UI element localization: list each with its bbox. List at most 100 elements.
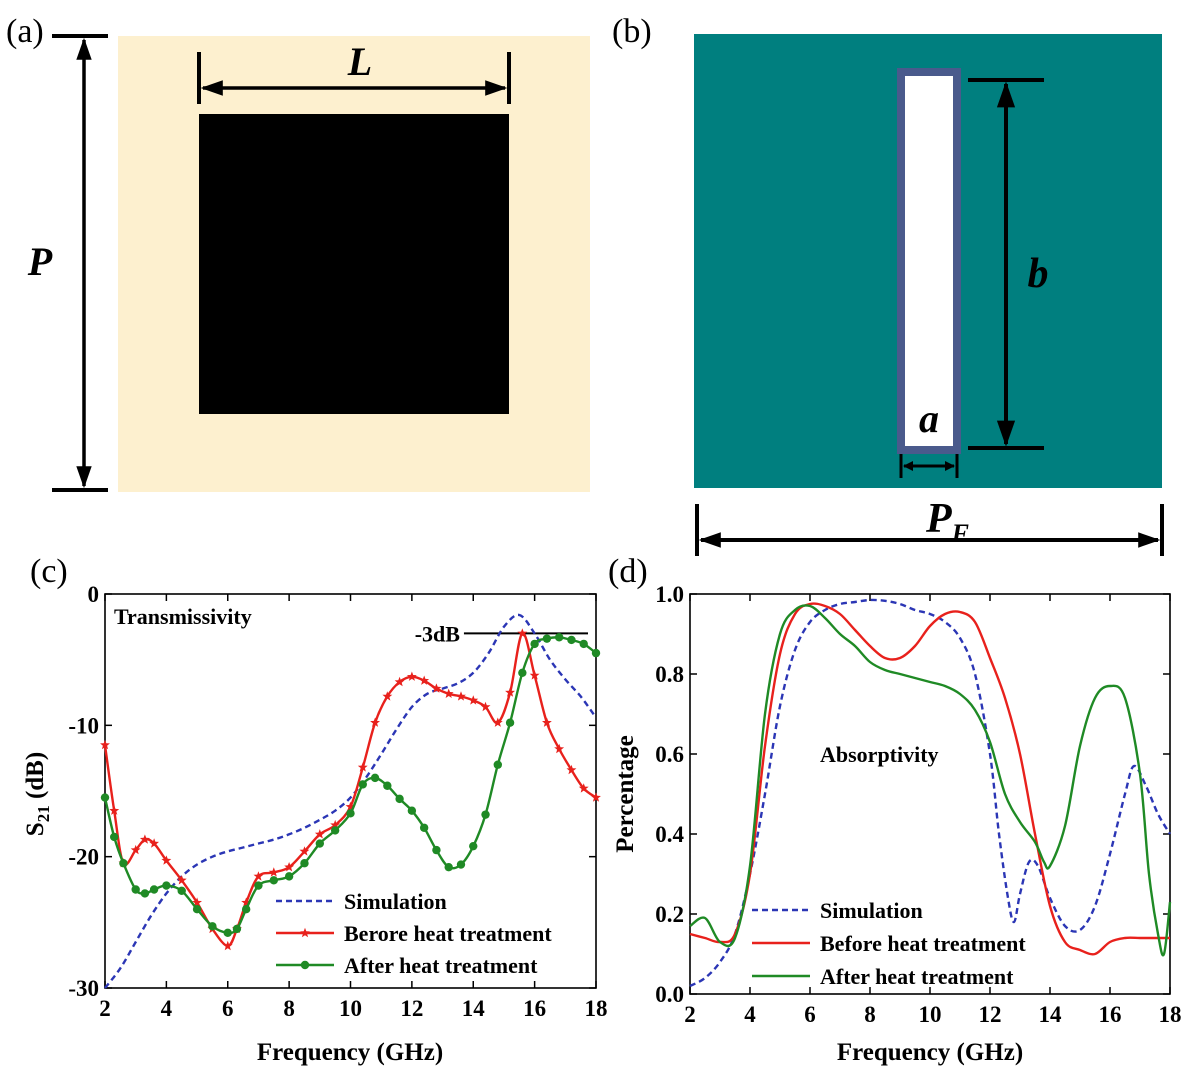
y-tick-label: -10: [68, 713, 99, 738]
y-tick-label: 0: [88, 582, 100, 607]
y-tick-label: 0.2: [655, 902, 684, 927]
chart-c-xlabel: Frequency (GHz): [257, 1039, 443, 1066]
series-point: [140, 889, 150, 898]
chart-c-ylabel-main: S: [22, 822, 49, 836]
series-point: [394, 676, 405, 687]
series-point: [542, 717, 552, 727]
dim-b-label: b: [1028, 251, 1049, 297]
panel-c-label: (c): [30, 553, 68, 590]
series-point: [591, 792, 601, 802]
panel-d: (d) Percentage Frequency (GHz) 2 4 6 8 10 12 1…: [608, 553, 1182, 1066]
series-point: [330, 826, 340, 835]
series-point: [100, 793, 110, 802]
legend-marker: [300, 960, 310, 970]
series-point: [315, 839, 325, 848]
series-point: [505, 718, 515, 727]
series-point: [192, 897, 202, 907]
panel-a-label: (a): [6, 13, 44, 50]
series-point: [109, 805, 120, 815]
series-point: [370, 717, 380, 727]
x-tick-label: 2: [684, 1002, 696, 1027]
series-point: [419, 675, 430, 685]
series-point: [149, 838, 159, 848]
series-point: [177, 886, 186, 896]
series-point: [517, 628, 528, 638]
series-point: [382, 691, 393, 701]
series-point: [130, 844, 141, 855]
series-point: [518, 668, 527, 677]
series-point: [162, 881, 171, 890]
panel-b-label: (b): [612, 13, 652, 50]
x-tick-label: 16: [523, 996, 546, 1021]
series-point: [314, 829, 325, 839]
dim-a-label: a: [919, 396, 939, 441]
series-point: [554, 743, 565, 754]
series-point: [493, 760, 502, 769]
x-tick-label: 6: [222, 996, 234, 1021]
series-point: [578, 783, 589, 793]
chart-c-frame: [104, 593, 597, 989]
series-point: [567, 635, 576, 645]
x-tick-label: 10: [919, 1002, 942, 1027]
series-point: [284, 872, 294, 881]
dim-l-label: L: [347, 39, 372, 84]
series-point: [529, 670, 540, 680]
x-tick-label: 18: [1159, 1002, 1182, 1027]
panel-c: (c) S21 (dB) Frequency (GHz) 2 4 6 8 10 12 14 1…: [22, 553, 608, 1066]
series-point: [119, 859, 128, 868]
x-tick-label: 12: [400, 996, 423, 1021]
series-point: [505, 687, 515, 697]
chart-c-ylabel: S21 (dB): [22, 752, 53, 836]
series-point: [406, 671, 417, 681]
series-line-0: [689, 598, 1172, 988]
x-tick-label: 10: [339, 996, 362, 1021]
series-line-0: [104, 613, 597, 989]
series-point: [254, 881, 263, 890]
series-point: [419, 823, 429, 832]
series-point: [358, 780, 367, 789]
series-point: [345, 801, 356, 811]
x-tick-label: 14: [1039, 1002, 1063, 1027]
series-point: [481, 810, 490, 819]
series-point: [110, 832, 119, 842]
x-tick-label: 12: [979, 1002, 1002, 1027]
legend-label: Berore heat treatment: [344, 921, 552, 946]
y-tick-label: 0.8: [655, 662, 684, 687]
series-point: [530, 639, 539, 649]
chart-c-plot: 2 4 6 8 10 12 14 16 18 0 -10 -20 -30 Transmissivity -3…: [68, 582, 607, 1021]
series-point: [299, 846, 310, 856]
x-tick-label: 8: [864, 1002, 876, 1027]
series-point: [395, 794, 404, 804]
series-point: [456, 860, 466, 869]
series-point: [208, 922, 217, 931]
series-point: [469, 841, 478, 851]
chart-d-plot: 2 4 6 8 10 12 14 16 18 0.0 0.2 0.4 0.6 0.8 1.0 Absorpti…: [655, 582, 1181, 1027]
fss-slot: [897, 68, 961, 454]
series-point: [268, 867, 279, 877]
series-point: [542, 634, 552, 643]
series-point: [232, 924, 242, 934]
series-point: [383, 781, 392, 790]
series-point: [554, 633, 564, 642]
series-point: [241, 897, 252, 907]
series-point: [456, 691, 466, 701]
chart-c-ylabel-sub: 21: [34, 805, 53, 822]
series-point: [492, 717, 503, 727]
series-point: [444, 862, 453, 872]
series-point: [139, 834, 150, 844]
series-point: [480, 701, 491, 712]
series-point: [161, 855, 172, 865]
series-point: [579, 639, 588, 649]
series-line-2: [689, 604, 1172, 957]
x-tick-label: 4: [161, 996, 173, 1021]
legend-label: After heat treatment: [344, 953, 538, 978]
series-point: [330, 819, 341, 830]
series-point: [431, 683, 442, 693]
y-tick-label: 0.6: [655, 742, 684, 767]
series-line-1: [689, 602, 1170, 956]
dim-pf-label: PF: [925, 496, 969, 548]
chart-d-frame: [689, 593, 1171, 995]
series-point: [370, 773, 380, 783]
series-point: [591, 648, 601, 658]
